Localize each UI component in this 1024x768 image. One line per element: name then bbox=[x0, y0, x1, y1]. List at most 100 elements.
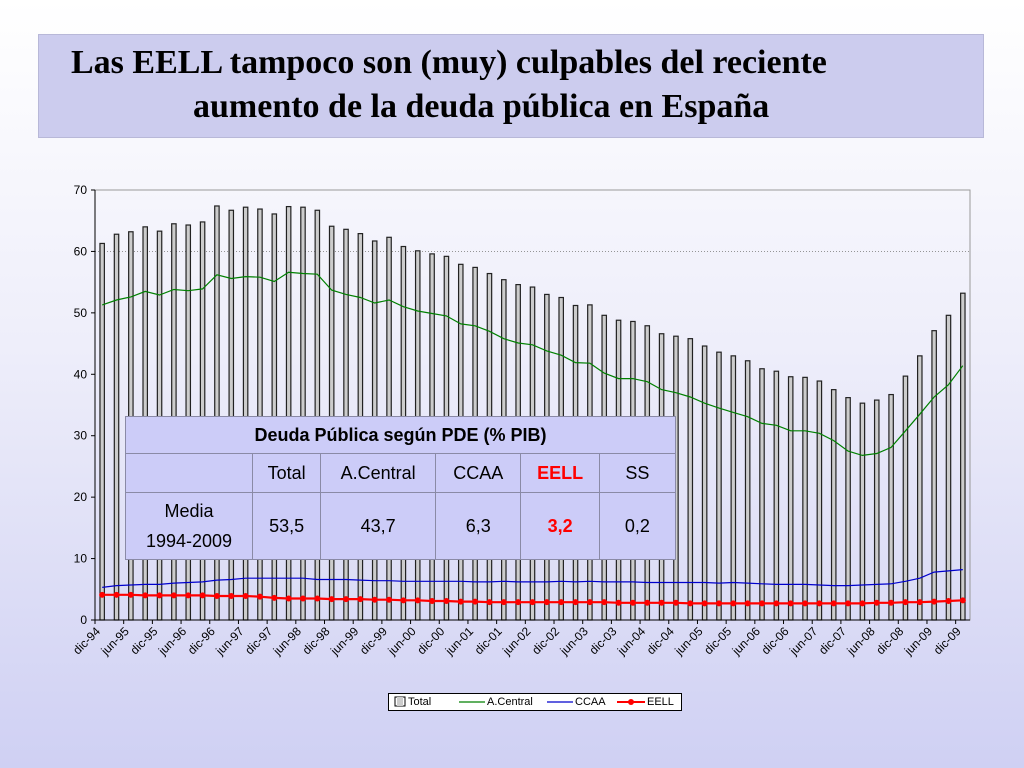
x-tick-label: dic-09 bbox=[931, 624, 964, 657]
point-eell bbox=[586, 599, 593, 606]
point-eell bbox=[429, 597, 436, 604]
y-tick-label: 70 bbox=[74, 183, 88, 197]
y-tick-label: 20 bbox=[74, 490, 88, 504]
table-cell-ss: 0,2 bbox=[598, 492, 677, 560]
point-eell bbox=[744, 600, 751, 607]
x-tick-label: dic-96 bbox=[185, 624, 218, 657]
x-tick-label: dic-03 bbox=[587, 624, 620, 657]
point-eell bbox=[615, 599, 622, 606]
point-eell bbox=[773, 600, 780, 607]
table-header-empty bbox=[124, 453, 254, 493]
point-eell bbox=[945, 597, 952, 604]
x-tick-label: jun-09 bbox=[901, 624, 935, 658]
y-tick-label: 10 bbox=[74, 552, 88, 566]
point-eell bbox=[902, 599, 909, 606]
y-tick-label: 40 bbox=[74, 367, 88, 381]
legend-ccaa-label: CCAA bbox=[575, 696, 606, 708]
x-tick-label: dic-04 bbox=[644, 624, 677, 657]
point-eell bbox=[99, 591, 106, 598]
point-eell bbox=[400, 597, 407, 604]
bar-total bbox=[687, 338, 694, 621]
bar-total bbox=[802, 376, 808, 621]
page-title-line-2: aumento de la deuda pública en España bbox=[193, 88, 770, 125]
line-ccaa bbox=[102, 569, 963, 588]
point-eell bbox=[802, 600, 809, 607]
point-eell bbox=[873, 599, 880, 606]
point-eell bbox=[845, 600, 852, 607]
table-header-row: Total A.Central CCAA EELL SS bbox=[124, 453, 677, 493]
table-row-label-line-2: 1994-2009 bbox=[145, 531, 233, 551]
point-eell bbox=[543, 599, 550, 606]
x-tick-label: dic-08 bbox=[873, 624, 906, 657]
x-tick-label: jun-97 bbox=[212, 624, 246, 658]
point-eell bbox=[371, 596, 378, 603]
bar-total bbox=[902, 375, 909, 621]
point-eell bbox=[787, 600, 794, 607]
point-eell bbox=[328, 596, 335, 603]
bar-total bbox=[99, 242, 105, 621]
x-tick-label: jun-01 bbox=[442, 624, 476, 658]
bar-total bbox=[716, 351, 722, 621]
bar-total bbox=[759, 368, 765, 621]
table-header-eell: EELL bbox=[520, 453, 600, 493]
point-eell bbox=[701, 600, 708, 607]
x-tick-label: dic-95 bbox=[127, 624, 160, 657]
bar-total bbox=[816, 380, 823, 621]
x-tick-label: jun-03 bbox=[557, 624, 591, 658]
x-tick-label: dic-99 bbox=[357, 624, 390, 657]
bar-total bbox=[945, 314, 952, 621]
point-eell bbox=[572, 599, 579, 606]
bar-total bbox=[859, 402, 866, 621]
legend-eell-marker bbox=[628, 699, 634, 705]
point-eell bbox=[285, 595, 292, 602]
point-eell bbox=[343, 596, 350, 603]
legend-acentral-label: A.Central bbox=[487, 696, 533, 708]
x-tick-label: jun-04 bbox=[614, 624, 648, 658]
page-title-line-1: Las EELL tampoco son (muy) culpables del… bbox=[71, 44, 827, 81]
x-tick-label: dic-06 bbox=[759, 624, 792, 657]
point-eell bbox=[931, 598, 938, 605]
point-eell bbox=[314, 595, 321, 602]
point-eell bbox=[299, 595, 306, 602]
point-eell bbox=[113, 591, 120, 598]
bar-total bbox=[113, 233, 120, 621]
point-eell bbox=[170, 592, 177, 599]
point-eell bbox=[256, 593, 263, 600]
table-row-label-line-1: Media bbox=[164, 501, 214, 521]
table-header-ccaa: CCAA bbox=[435, 453, 522, 493]
point-eell bbox=[357, 596, 364, 603]
point-eell bbox=[472, 598, 479, 605]
x-tick-label: jun-06 bbox=[729, 624, 763, 658]
x-tick-label: dic-00 bbox=[414, 624, 447, 657]
point-eell bbox=[156, 592, 163, 599]
x-tick-label: dic-94 bbox=[70, 624, 103, 657]
x-tick-label: dic-05 bbox=[701, 624, 734, 657]
point-eell bbox=[830, 600, 837, 607]
point-eell bbox=[386, 596, 393, 603]
x-tick-label: jun-98 bbox=[270, 624, 304, 658]
bar-total bbox=[916, 355, 923, 621]
point-eell bbox=[185, 592, 192, 599]
x-tick-label: jun-08 bbox=[844, 624, 878, 658]
point-eell bbox=[730, 600, 737, 607]
bar-total bbox=[701, 345, 708, 621]
bar-total bbox=[960, 292, 966, 621]
table-cell-acentral: 43,7 bbox=[320, 492, 437, 560]
summary-table: Deuda Pública según PDE (% PIB) Total A.… bbox=[124, 416, 677, 560]
y-tick-label: 60 bbox=[74, 244, 88, 258]
bar-total bbox=[888, 393, 894, 621]
point-eell bbox=[888, 599, 895, 606]
point-eell bbox=[271, 594, 278, 601]
bar-total bbox=[931, 330, 937, 621]
point-eell bbox=[959, 597, 966, 604]
x-tick-label: jun-00 bbox=[384, 624, 418, 658]
table-row-label: Media 1994-2009 bbox=[124, 492, 254, 560]
point-eell bbox=[486, 599, 493, 606]
point-eell bbox=[558, 599, 565, 606]
bar-total bbox=[744, 360, 751, 621]
table-cell-ccaa: 6,3 bbox=[435, 492, 522, 560]
point-eell bbox=[715, 600, 722, 607]
point-eell bbox=[457, 598, 464, 605]
point-eell bbox=[199, 592, 206, 599]
